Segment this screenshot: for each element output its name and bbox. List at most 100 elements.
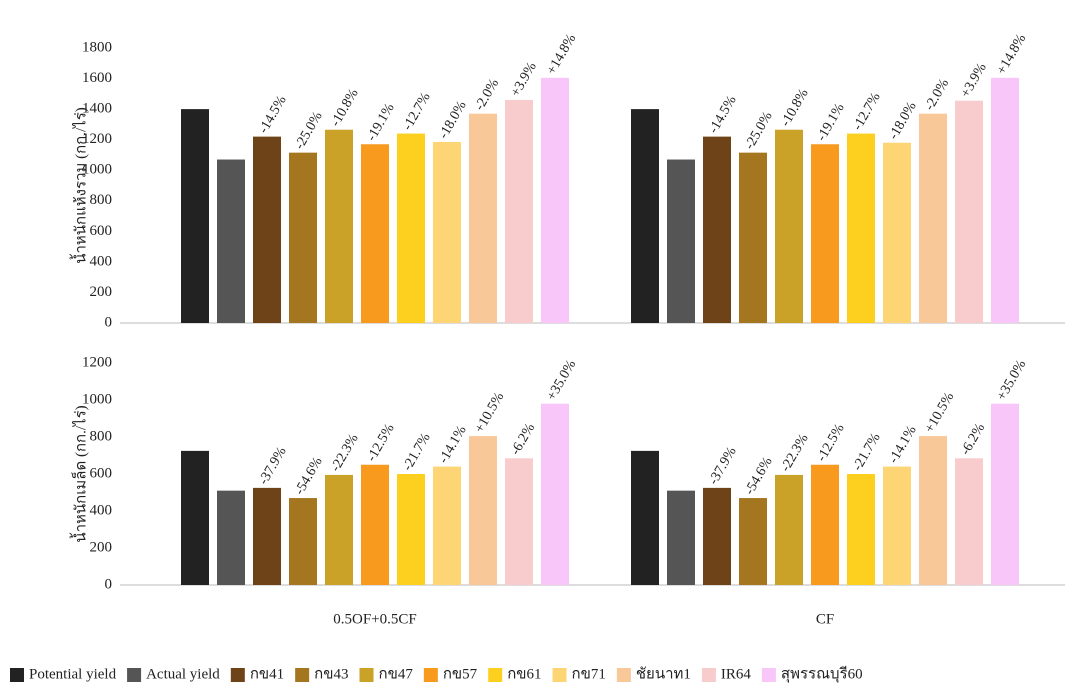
bar <box>667 159 695 323</box>
data-label: -12.7% <box>850 90 884 133</box>
legend-label: กข61 <box>507 666 541 682</box>
bar <box>631 450 659 585</box>
legend-swatch <box>230 668 245 682</box>
data-label: -21.7% <box>400 430 434 473</box>
y-tick-label: 400 <box>90 502 113 518</box>
legend-label: Potential yield <box>29 666 117 682</box>
data-label: +3.9% <box>508 60 540 100</box>
data-label: -25.0% <box>742 109 776 152</box>
bar <box>541 403 569 585</box>
bar <box>955 100 983 323</box>
bar <box>847 474 875 585</box>
bar <box>325 129 353 323</box>
data-label: -21.7% <box>850 430 884 473</box>
bar <box>505 458 533 585</box>
bar <box>991 77 1019 324</box>
legend-swatch <box>127 668 142 682</box>
bar <box>883 466 911 585</box>
y-tick-label: 1400 <box>82 101 112 117</box>
bar <box>289 152 317 323</box>
data-label: -6.2% <box>508 421 538 458</box>
data-label: -14.1% <box>436 423 470 466</box>
bar <box>847 133 875 323</box>
bar <box>397 474 425 585</box>
legend-swatch <box>616 668 631 682</box>
bar <box>703 136 731 323</box>
legend-label: กข41 <box>250 666 284 682</box>
legend-label: กข57 <box>443 666 478 682</box>
legend-label: Actual yield <box>146 666 220 682</box>
legend-swatch <box>701 668 716 682</box>
data-label: +10.5% <box>922 390 957 436</box>
x-category-label: 0.5OF+0.5CF <box>333 611 416 627</box>
bar <box>541 77 569 324</box>
data-label: -10.8% <box>778 86 812 129</box>
bar <box>469 436 497 585</box>
bar <box>397 133 425 323</box>
data-label: +14.8% <box>994 31 1029 77</box>
data-label: +3.9% <box>958 60 990 100</box>
bar <box>955 458 983 585</box>
bar <box>667 490 695 585</box>
data-label: -19.1% <box>364 101 398 144</box>
data-label: +14.8% <box>544 31 579 77</box>
legend-label: ชัยนาท1 <box>636 666 691 682</box>
bar <box>181 109 209 323</box>
y-tick-label: 0 <box>105 576 113 592</box>
bar <box>883 142 911 323</box>
legend-swatch <box>295 668 310 682</box>
data-label: -54.6% <box>292 455 326 498</box>
legend-swatch <box>552 668 567 682</box>
y-tick-label: 1000 <box>82 391 112 407</box>
bar <box>361 464 389 585</box>
data-label: -12.5% <box>814 421 848 464</box>
bar <box>919 113 947 323</box>
bar <box>703 487 731 585</box>
y-tick-label: 800 <box>90 428 113 444</box>
x-category-label: CF <box>816 611 834 627</box>
data-label: -2.0% <box>472 76 502 113</box>
legend-label: กข71 <box>572 666 606 682</box>
y-tick-label: 600 <box>90 223 113 239</box>
bar <box>469 113 497 323</box>
y-tick-label: 0 <box>105 314 113 330</box>
legend-label: กข47 <box>379 666 414 682</box>
bar <box>433 466 461 585</box>
legend-swatch <box>359 668 374 682</box>
bar <box>181 450 209 585</box>
y-tick-label: 800 <box>90 192 113 208</box>
y-tick-label: 1600 <box>82 70 112 86</box>
data-label: +10.5% <box>472 390 507 436</box>
bar <box>253 136 281 323</box>
data-label: -18.0% <box>886 99 920 142</box>
bar <box>811 464 839 585</box>
bar <box>739 152 767 323</box>
data-label: -12.7% <box>400 90 434 133</box>
bar <box>775 474 803 585</box>
bar <box>217 159 245 323</box>
data-label: -19.1% <box>814 101 848 144</box>
y-tick-label: 1000 <box>82 162 112 178</box>
y-tick-label: 200 <box>90 284 113 300</box>
y-axis-title: น้ำหนักเมล็ด (กก./ไร่) <box>69 405 89 542</box>
data-label: -6.2% <box>958 421 988 458</box>
bar <box>811 144 839 323</box>
bar <box>505 99 533 323</box>
bar <box>217 490 245 585</box>
data-label: +35.0% <box>994 357 1029 403</box>
legend-swatch <box>488 668 503 682</box>
y-tick-label: 1800 <box>82 39 112 55</box>
bar <box>253 487 281 585</box>
legend-label: สุพรรณบุรี60 <box>781 665 863 683</box>
y-tick-label: 600 <box>90 465 113 481</box>
bar <box>433 141 461 323</box>
data-label: -54.6% <box>742 455 776 498</box>
data-label: -37.9% <box>256 444 290 487</box>
bar <box>919 436 947 585</box>
y-tick-label: 400 <box>90 253 113 269</box>
bar <box>631 109 659 323</box>
y-tick-label: 200 <box>90 539 113 555</box>
data-label: -14.5% <box>706 93 740 136</box>
data-label: -10.8% <box>328 86 362 129</box>
data-label: -37.9% <box>706 444 740 487</box>
